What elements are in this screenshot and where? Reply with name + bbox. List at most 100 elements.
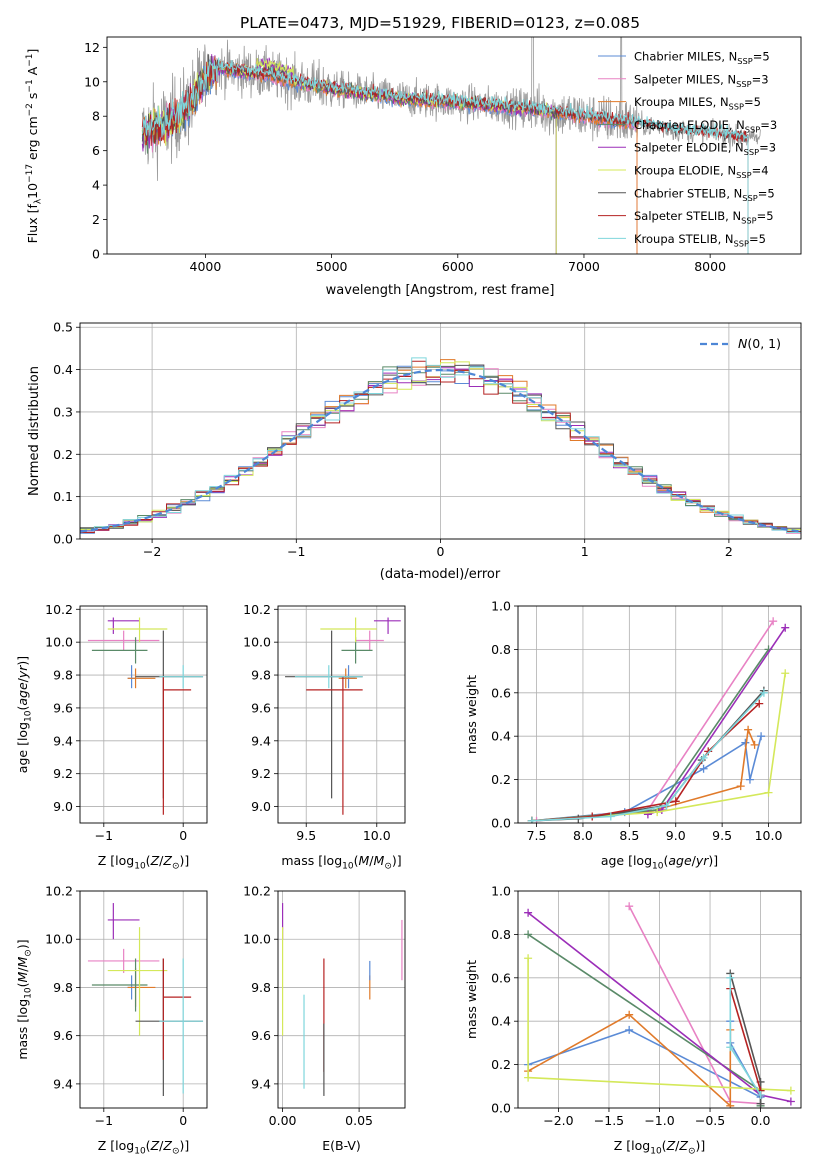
y-tick-label: 10.2 [243,602,271,617]
age-vs-z-axes: −1 0 9.0 9.2 9.4 9.6 9.8 10.0 10.2 [45,602,208,843]
mass-weight-marker [588,812,597,821]
mass-weight-marker [524,1073,533,1082]
label-part: / [692,853,697,868]
label-part: 10 [24,987,34,999]
x-tick-label: 9.0 [666,828,686,843]
label-part: Flux [f [25,204,40,244]
label-part: A [25,66,40,79]
x-tick-label: 8.5 [619,828,639,843]
label-part: Kroupa STELIB, N [634,232,734,246]
y-tick-label: 10 [84,74,100,89]
spectrum-x-label: wavelength [Angstrom, rest frame] [326,283,555,298]
label-part: / [159,1138,164,1153]
mass-weight-marker [625,1025,634,1034]
label-part: yr [695,853,709,868]
label-part: age [668,853,692,868]
label-part: Z [678,1138,688,1153]
label-part: −1 [25,79,35,92]
x-tick-label: 7000 [568,259,600,274]
y-tick-label: 9.4 [251,1076,271,1091]
label-part: SSP [734,238,749,248]
label-part: ⊙ [24,949,34,957]
y-tick-label: 0.1 [53,489,73,504]
label-part: ( [146,1138,151,1153]
label-part: yr [15,665,30,679]
label-part: )] [708,853,718,868]
y-tick-label: 12 [84,40,100,55]
plot-layer: 4000 5000 6000 7000 8000024681012wavelength … [15,36,802,1157]
label-part: =5 [749,232,766,246]
label-part: M [15,956,30,967]
x-tick-label: 10.0 [755,828,783,843]
label-part: M [374,853,385,868]
y-tick-label: 9.4 [251,733,271,748]
normal-curve [80,368,801,533]
mass-weight-marker [757,732,766,741]
y-tick-label: 10.2 [45,602,73,617]
label-part: ( [15,983,30,988]
x-tick-label: −1 [287,544,305,559]
mass-weight-marker [625,902,634,911]
label-part: age [15,682,30,706]
label-part: Z [log [614,1138,650,1153]
x-tick-label: 0 [179,828,187,843]
label-part: Salpeter ELODIE, N [634,141,744,155]
label-part: =3 [752,72,769,86]
mass-weight-marker [671,797,680,806]
mass-weight-marker [750,740,759,749]
legend-label: Chabrier MILES, NSSP=5 [634,50,770,67]
mass-weight-line [531,648,770,822]
legend-label: Salpeter MILES, NSSP=3 [634,72,769,89]
y-tick-label: 0.0 [53,532,73,547]
x-tick-label: −2.0 [543,1113,573,1128]
mass-weight-marker [527,816,536,823]
axes-frame [517,605,802,824]
mass-weight-marker [759,688,768,697]
mass-vs-z-axes-x-label: Z [log10(Z/Z⊙)] [98,1138,190,1157]
plot-area [527,617,790,823]
y-tick-label: 0.4 [491,729,511,744]
mass-weight-marker [643,810,652,819]
y-tick-label: 9.2 [251,766,271,781]
mass-weight-marker [745,775,754,784]
mass-weight-marker [606,812,615,821]
label-part: 10 [134,1147,146,1157]
label-part: =4 [752,164,769,178]
legend-label: Chabrier ELODIE, NSSP=3 [634,118,777,135]
label-part: Z [150,853,160,868]
label-part: SSP [737,56,752,66]
mass-weight-marker [524,908,533,917]
label-part: SSP [736,79,751,89]
label-part: Salpeter STELIB, N [634,209,741,223]
axes-frame [106,36,802,255]
label-part: −2 [25,103,35,116]
y-tick-label: 10.2 [243,884,271,899]
spectrum-model-line [141,57,749,254]
mass-vs-ebv-axes: 0.00 0.05 9.4 9.6 9.8 10.0 10.2 [243,884,406,1128]
y-tick-label: 9.0 [251,799,271,814]
y-tick-label: 1.0 [491,599,511,614]
y-tick-label: 9.6 [53,700,73,715]
label-part: =3 [760,118,777,132]
label-part: =5 [753,50,770,64]
label-part: M [15,972,30,983]
x-tick-label: 0 [437,544,445,559]
label-part: / [675,1138,680,1153]
label-part: ( [15,706,30,711]
x-tick-label: 9.5 [296,828,316,843]
axes-frame [79,605,208,824]
axes-frame [277,890,406,1109]
label-part: ⊙ [384,862,392,872]
x-tick-label: 5000 [316,259,348,274]
label-part: Chabrier STELIB, N [634,186,742,200]
mass-weight-marker [736,782,745,791]
legend-label: N(0, 1) [738,336,781,351]
y-tick-label: 9.4 [53,733,73,748]
mass-weight-marker [524,930,533,939]
label-part: )] [392,853,402,868]
mass-weight-line [527,1013,732,1108]
y-tick-label: 0.0 [491,816,511,831]
label-part: ( [146,853,151,868]
y-tick-label: 9.2 [53,766,73,781]
x-tick-label: −1 [95,828,113,843]
